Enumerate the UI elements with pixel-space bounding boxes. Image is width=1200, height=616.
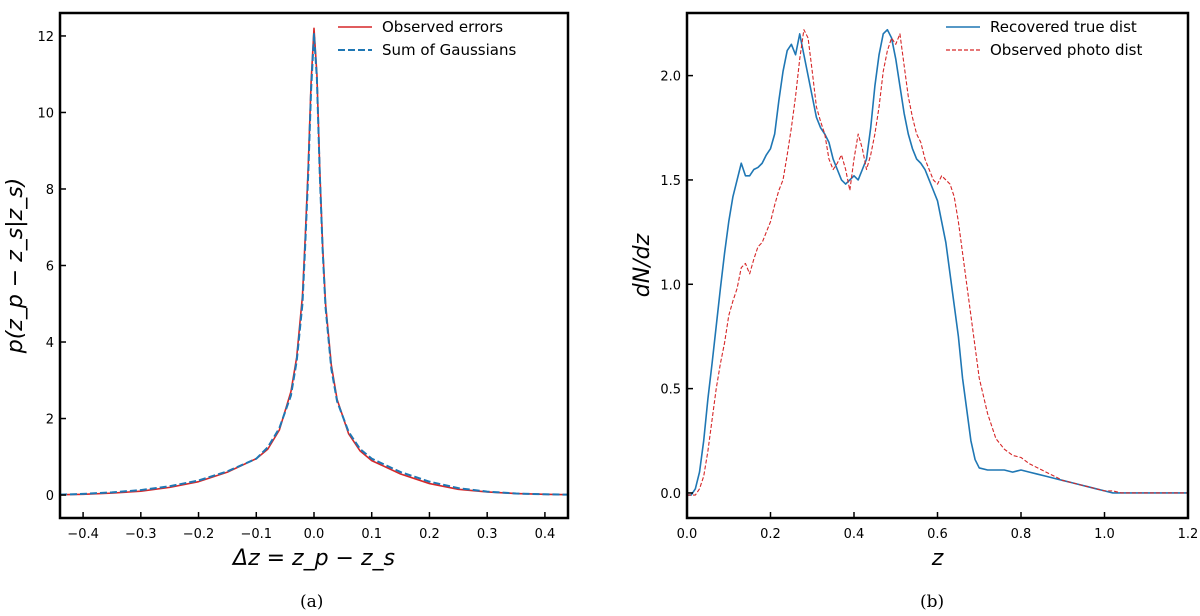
x-tick-label: 1.0 <box>1094 527 1115 542</box>
x-tick-label: 0.1 <box>361 527 382 542</box>
x-axis-label: z <box>931 546 944 571</box>
legend-label: Sum of Gaussians <box>382 41 516 59</box>
x-tick-label: 0.0 <box>304 527 325 542</box>
y-tick-label: 10 <box>37 106 54 121</box>
x-tick-label: 0.2 <box>419 527 440 542</box>
x-tick-label: −0.4 <box>67 527 99 542</box>
caption-b: (b) <box>920 592 945 612</box>
x-axis-label: Δz = z_p − z_s <box>231 546 395 571</box>
series-line-1 <box>60 27 568 496</box>
plot-frame <box>58 11 570 520</box>
y-tick-label: 0.0 <box>660 487 681 502</box>
y-tick-label: 6 <box>46 260 54 275</box>
series-line-2 <box>60 33 568 496</box>
x-tick-label: 0.2 <box>760 527 781 542</box>
y-tick-label: 2.0 <box>660 70 681 85</box>
x-tick-label: 0.3 <box>477 527 498 542</box>
x-tick-label: −0.2 <box>183 527 215 542</box>
legend-label: Recovered true dist <box>990 18 1137 36</box>
x-tick-label: 0.8 <box>1011 527 1032 542</box>
caption-a: (a) <box>300 592 324 612</box>
x-tick-label: −0.1 <box>240 527 272 542</box>
legend-label: Observed errors <box>382 18 503 36</box>
y-tick-label: 1.0 <box>660 278 681 293</box>
x-tick-label: 0.6 <box>927 527 948 542</box>
y-tick-label: 12 <box>37 30 54 45</box>
chart-panel-a: −0.4 −0.3 −0.2 −0.1 0.0 0.1 0.2 0.3 0.4 0 2 4 6 8 10 12… <box>3 11 570 571</box>
y-tick-label: 1.5 <box>660 174 681 189</box>
series-line-1 <box>687 28 1188 496</box>
plot-frame <box>685 11 1190 520</box>
y-axis-label: p(z_p − z_s|z_s) <box>3 178 28 355</box>
y-tick-label: 8 <box>46 183 54 198</box>
x-tick-label: −0.3 <box>125 527 157 542</box>
y-tick-label: 4 <box>46 336 54 351</box>
y-tick-label: 0.5 <box>660 383 681 398</box>
legend-label: Observed photo dist <box>990 41 1142 59</box>
series-line-2 <box>687 29 1188 496</box>
y-tick-label: 2 <box>46 413 54 428</box>
y-tick-label: 0 <box>46 489 54 504</box>
y-axis-label: dN/dz <box>630 233 655 297</box>
x-tick-label: 0.0 <box>677 527 698 542</box>
chart-panel-b: 0.0 0.2 0.4 0.6 0.8 1.0 1.2 0.0 0.5 1.0 1.5 2.0 z dN/… <box>630 11 1199 571</box>
x-tick-label: 1.2 <box>1178 527 1199 542</box>
x-tick-label: 0.4 <box>844 527 865 542</box>
x-tick-label: 0.4 <box>535 527 556 542</box>
